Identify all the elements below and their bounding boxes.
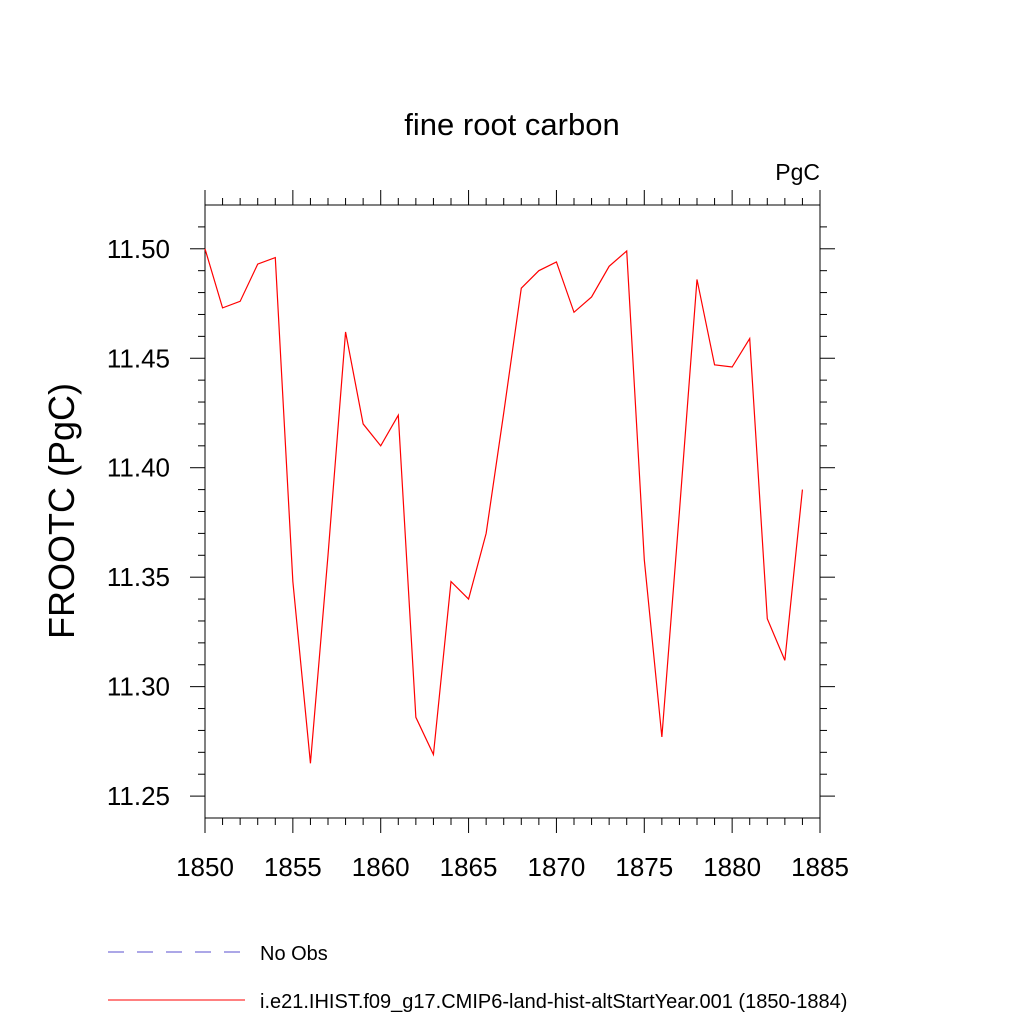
y-tick-label: 11.45: [107, 343, 170, 373]
y-axis-label: FROOTC (PgC): [41, 383, 82, 639]
y-tick-label: 11.50: [107, 234, 170, 264]
x-tick-label: 1885: [791, 852, 849, 882]
x-tick-label: 1880: [703, 852, 761, 882]
y-tick-label: 11.35: [107, 562, 170, 592]
y-tick-labels: 11.25 11.30 11.35 11.40 11.45 11.50: [107, 234, 170, 811]
legend-label: No Obs: [260, 943, 328, 965]
y-tick-label: 11.25: [107, 781, 170, 811]
series-lines: [204, 248, 804, 764]
x-tick-label: 1855: [264, 852, 322, 882]
legend-label: i.e21.IHIST.f09_g17.CMIP6-land-hist-altS…: [260, 991, 847, 1013]
x-tick-label: 1875: [615, 852, 673, 882]
chart-title: fine root carbon: [404, 107, 619, 142]
x-tick-labels: 1850 1855 1860 1865 1870 1875 1880 1885: [176, 852, 849, 882]
x-tick-label: 1870: [528, 852, 586, 882]
x-tick-label: 1850: [176, 852, 234, 882]
x-tick-label: 1860: [352, 852, 410, 882]
legend: No Obs i.e21.IHIST.f09_g17.CMIP6-land-his…: [108, 943, 847, 1013]
series-line: [204, 248, 804, 764]
y-tick-label: 11.40: [107, 453, 170, 483]
axis-ticks: [190, 190, 835, 833]
plot-frame: [204, 204, 821, 819]
y-tick-label: 11.30: [107, 672, 170, 702]
units-label: PgC: [775, 159, 820, 185]
x-tick-label: 1865: [440, 852, 498, 882]
